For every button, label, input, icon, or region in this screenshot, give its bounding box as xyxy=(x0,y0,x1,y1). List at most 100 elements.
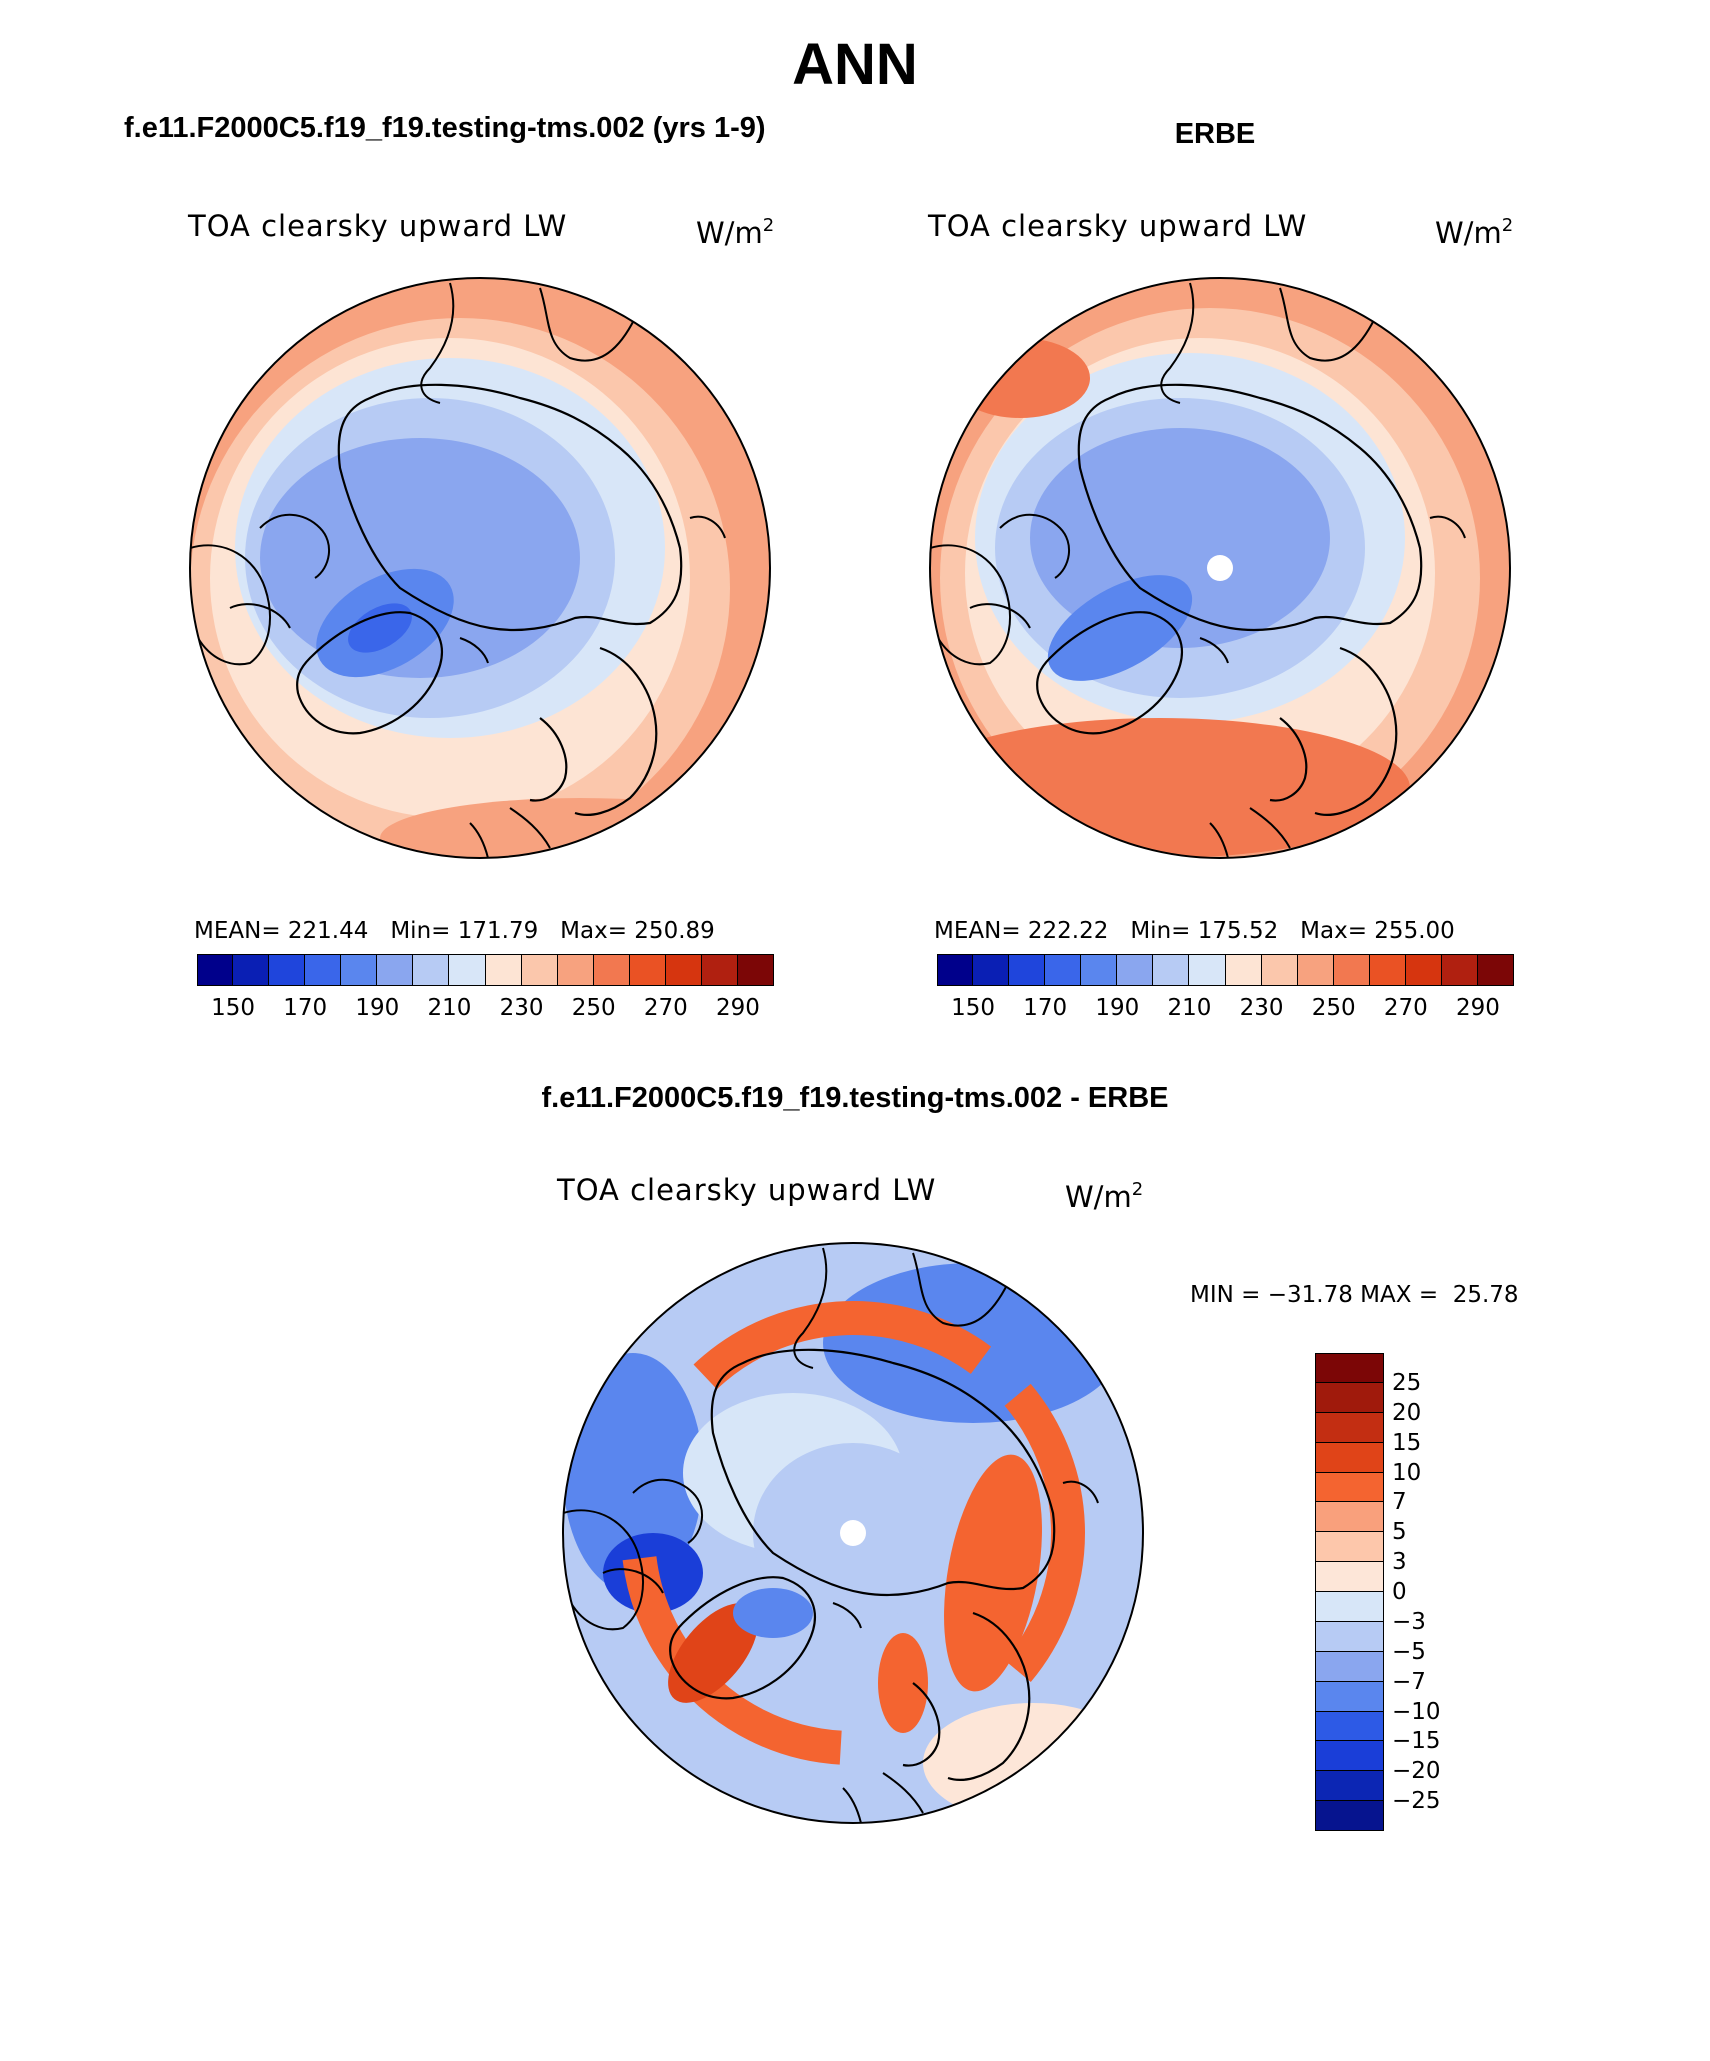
obs-colorbar-swatch xyxy=(973,954,1010,986)
diff-polar-map xyxy=(562,1242,1144,1824)
obs-panel-title: ERBE xyxy=(1174,118,1256,150)
diff-colorbar-swatch xyxy=(1315,1562,1384,1592)
obs-colorbar-tick-label: 190 xyxy=(1095,995,1140,1021)
obs-colorbar-swatch xyxy=(1441,954,1478,986)
obs-colorbar-swatch xyxy=(1153,954,1190,986)
model-colorbar-swatch xyxy=(521,954,558,986)
obs-colorbar-swatch xyxy=(1405,954,1442,986)
diff-stats: MIN = −31.78 MAX = 25.78 xyxy=(1190,1282,1519,1308)
model-colorbar-tick-label: 270 xyxy=(643,995,688,1021)
model-field-label: TOA clearsky upward LW xyxy=(188,209,568,243)
model-stats: MEAN= 221.44 Min= 171.79 Max= 250.89 xyxy=(194,918,715,944)
obs-colorbar-swatch xyxy=(1369,954,1406,986)
diff-colorbar-ticks: 25 20 15 10 7 5 3 0 −3 −5 −7 −10 −15 −20 −25 xyxy=(1392,1353,1472,1831)
obs-colorbar-tick-label: 170 xyxy=(1023,995,1068,1021)
model-colorbar-tick-label: 190 xyxy=(355,995,400,1021)
model-colorbar-swatch xyxy=(305,954,342,986)
diff-colorbar-tick-label: −7 xyxy=(1392,1668,1426,1695)
diff-colorbar-swatch xyxy=(1315,1353,1384,1383)
obs-colorbar-swatch xyxy=(1045,954,1082,986)
obs-colorbar-tick-label: 210 xyxy=(1167,995,1212,1021)
diff-colorbar-tick-label: 15 xyxy=(1392,1429,1422,1456)
model-colorbar-swatch xyxy=(377,954,414,986)
model-colorbar-swatch xyxy=(737,954,774,986)
diff-colorbar-tick-label: −5 xyxy=(1392,1638,1426,1665)
model-colorbar-swatch xyxy=(341,954,378,986)
model-colorbar-tick-label: 230 xyxy=(499,995,544,1021)
diff-colorbar-swatch xyxy=(1315,1651,1384,1682)
figure-title: ANN xyxy=(792,32,918,97)
diff-colorbar-tick-label: 25 xyxy=(1392,1369,1422,1396)
diff-colorbar-tick-label: 0 xyxy=(1392,1579,1407,1605)
obs-colorbar-tick-label: 230 xyxy=(1239,995,1284,1021)
obs-colorbar-ticks: 150 170 190 210 230 250 270 290 xyxy=(937,994,1514,1024)
diff-colorbar-swatch xyxy=(1315,1621,1384,1652)
obs-colorbar-tick-label: 250 xyxy=(1311,995,1356,1021)
obs-colorbar-tick-label: 270 xyxy=(1383,995,1428,1021)
model-colorbar-swatch xyxy=(485,954,522,986)
diff-pole-hole xyxy=(840,1520,866,1546)
diff-units: W/m2 xyxy=(1065,1179,1144,1214)
diff-colorbar-swatch xyxy=(1315,1711,1384,1742)
diff-colorbar-tick-label: 10 xyxy=(1392,1459,1422,1486)
obs-colorbar-tick-label: 290 xyxy=(1455,995,1500,1021)
obs-stats: MEAN= 222.22 Min= 175.52 Max= 255.00 xyxy=(934,918,1455,944)
obs-colorbar-swatch xyxy=(1477,954,1514,986)
model-colorbar-swatch xyxy=(233,954,270,986)
model-colorbar-ticks: 150 170 190 210 230 250 270 290 xyxy=(197,994,774,1024)
obs-colorbar-swatch xyxy=(1261,954,1298,986)
model-colorbar-swatch xyxy=(413,954,450,986)
model-colorbar-tick-label: 170 xyxy=(283,995,328,1021)
model-colorbar-swatch xyxy=(665,954,702,986)
diff-colorbar-tick-label: −15 xyxy=(1392,1728,1441,1755)
diff-panel-title: f.e11.F2000C5.f19_f19.testing-tms.002 - … xyxy=(541,1082,1169,1114)
model-colorbar-swatch xyxy=(557,954,594,986)
diff-colorbar-swatch xyxy=(1315,1532,1384,1563)
diff-colorbar-swatch xyxy=(1315,1502,1384,1533)
model-polar-map xyxy=(189,277,771,859)
obs-colorbar-swatch xyxy=(1189,954,1226,986)
model-colorbar-swatch xyxy=(269,954,306,986)
diff-colorbar-swatch xyxy=(1315,1681,1384,1712)
model-panel-title: f.e11.F2000C5.f19_f19.testing-tms.002 (y… xyxy=(124,112,766,144)
obs-colorbar-swatch xyxy=(1009,954,1046,986)
diff-colorbar-swatch xyxy=(1315,1592,1384,1622)
obs-colorbar-swatch xyxy=(1081,954,1118,986)
diff-colorbar-tick-label: 5 xyxy=(1392,1519,1407,1546)
diff-colorbar-tick-label: 20 xyxy=(1392,1399,1422,1426)
obs-colorbar xyxy=(937,954,1514,986)
model-colorbar-swatch xyxy=(701,954,738,986)
diff-colorbar-swatch xyxy=(1315,1741,1384,1772)
obs-units: W/m2 xyxy=(1435,215,1514,250)
obs-colorbar-tick-label: 150 xyxy=(951,995,996,1021)
obs-polar-map xyxy=(929,277,1511,859)
obs-colorbar-swatch xyxy=(1225,954,1262,986)
model-colorbar-swatch xyxy=(449,954,486,986)
model-colorbar-swatch xyxy=(629,954,666,986)
obs-pole-hole xyxy=(1207,555,1233,581)
model-colorbar-swatch xyxy=(197,954,234,986)
diff-colorbar-swatch xyxy=(1315,1801,1384,1831)
model-units: W/m2 xyxy=(696,215,775,250)
model-colorbar-tick-label: 290 xyxy=(715,995,760,1021)
model-colorbar-swatch xyxy=(593,954,630,986)
diff-colorbar-swatch xyxy=(1315,1442,1384,1473)
diff-colorbar-swatch xyxy=(1315,1771,1384,1802)
model-colorbar xyxy=(197,954,774,986)
model-colorbar-tick-label: 150 xyxy=(211,995,256,1021)
diff-colorbar xyxy=(1315,1353,1384,1831)
diff-colorbar-swatch xyxy=(1315,1412,1384,1443)
diff-colorbar-tick-label: 7 xyxy=(1392,1489,1407,1516)
diff-colorbar-tick-label: −10 xyxy=(1392,1698,1441,1725)
model-colorbar-tick-label: 210 xyxy=(427,995,472,1021)
diff-colorbar-swatch xyxy=(1315,1382,1384,1413)
obs-colorbar-swatch xyxy=(937,954,974,986)
obs-colorbar-swatch xyxy=(1297,954,1334,986)
diff-colorbar-tick-label: −20 xyxy=(1392,1758,1441,1785)
diff-colorbar-swatch xyxy=(1315,1472,1384,1503)
obs-field-label: TOA clearsky upward LW xyxy=(928,209,1308,243)
diff-colorbar-tick-label: 3 xyxy=(1392,1549,1407,1576)
diff-colorbar-tick-label: −3 xyxy=(1392,1608,1426,1635)
model-colorbar-tick-label: 250 xyxy=(571,995,616,1021)
diff-colorbar-tick-label: −25 xyxy=(1392,1788,1441,1815)
